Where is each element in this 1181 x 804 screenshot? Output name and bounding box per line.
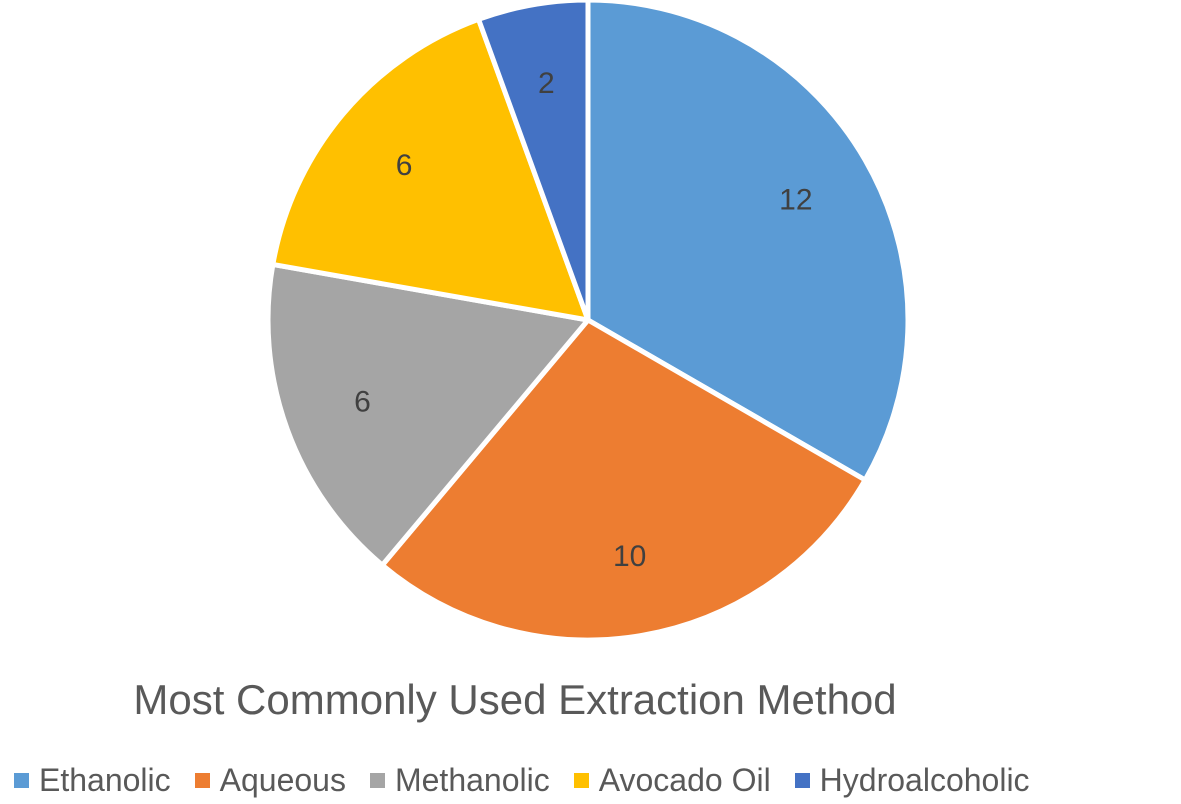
legend-swatch — [369, 772, 385, 788]
pie-slice-methanolic — [265, 261, 591, 568]
legend-item-methanolic: Methanolic — [369, 761, 550, 799]
legend-label: Methanolic — [394, 761, 550, 798]
legend-swatch — [194, 772, 210, 788]
legend-swatch — [794, 772, 810, 788]
pie-slice-ethanolic — [585, 0, 911, 483]
data-label-aqueous: 10 — [613, 540, 646, 573]
pie-slice-avocado-oil — [270, 16, 591, 323]
data-label-avocado-oil: 6 — [396, 149, 413, 182]
data-label-ethanolic: 12 — [779, 184, 812, 217]
legend-label: Aqueous — [219, 761, 346, 798]
chart-title: Most Commonly Used Extraction Method — [133, 676, 897, 723]
legend-label: Hydroalcoholic — [819, 761, 1030, 798]
legend-label: Avocado Oil — [598, 761, 771, 798]
legend-item-ethanolic: Ethanolic — [14, 762, 171, 799]
data-label-hydroalcoholic: 2 — [538, 67, 555, 100]
chart-legend: Ethanolic Aqueous Methanolic Avocado Oil Hyd… — [14, 756, 1054, 804]
legend-swatch — [14, 772, 29, 788]
legend-swatch — [573, 772, 589, 788]
pie-slice-hydroalcoholic — [476, 0, 591, 323]
legend-label: Ethanolic — [39, 761, 171, 798]
legend-item-aqueous: Aqueous — [194, 761, 346, 799]
legend-item-hydroalcoholic: Hydroalcoholic — [794, 761, 1030, 799]
legend-item-avocado-oil: Avocado Oil — [573, 761, 771, 799]
pie-slice-aqueous — [379, 317, 868, 643]
data-label-methanolic: 6 — [354, 386, 371, 419]
